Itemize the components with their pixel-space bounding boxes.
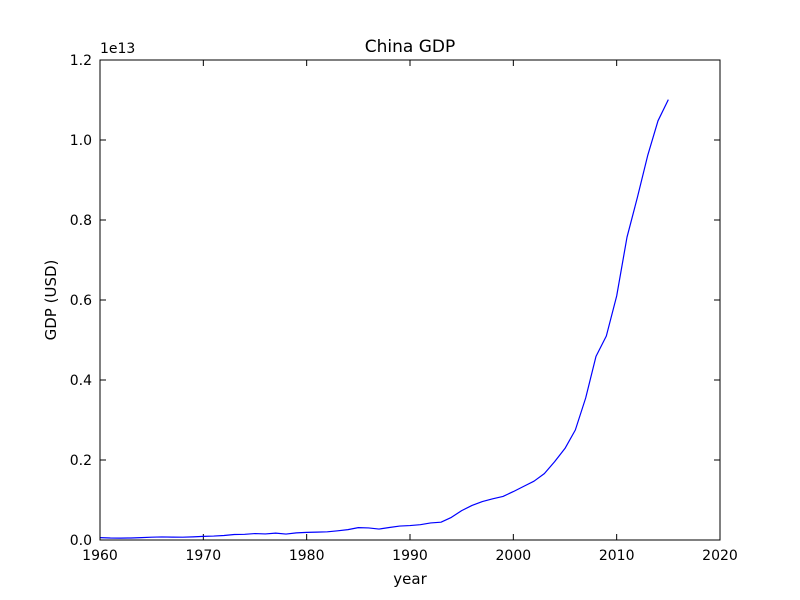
x-axis-label: year: [393, 570, 427, 588]
x-tick-label: 1990: [392, 548, 428, 564]
y-tick-label: 0.4: [70, 373, 92, 389]
y-tick-label: 1.2: [70, 53, 92, 69]
y-tick-label: 0.8: [70, 213, 92, 229]
y-tick-label: 0.2: [70, 453, 92, 469]
x-tick-label: 1970: [186, 548, 222, 564]
x-tick-label: 2020: [702, 548, 738, 564]
y-tick-label: 1.0: [70, 133, 92, 149]
x-tick-label: 1960: [82, 548, 118, 564]
y-tick-label: 0.6: [70, 293, 92, 309]
ticks: [99, 59, 721, 541]
y-tick-label: 0.0: [70, 533, 92, 549]
y-axis-label: GDP (USD): [42, 260, 60, 341]
tick-labels: 1960 1970 1980 1990 2000 2010 2020 0.0 0.2 0.4 0.6…: [70, 53, 738, 564]
chart-title: China GDP: [365, 37, 455, 57]
plot-frame: [99, 59, 721, 541]
series-group: [99, 99, 669, 539]
series-line: [99, 99, 669, 539]
x-tick-label: 2000: [496, 548, 532, 564]
x-tick-label: 1980: [289, 548, 325, 564]
x-tick-label: 2010: [599, 548, 635, 564]
y-offset-label: 1e13: [100, 41, 135, 57]
